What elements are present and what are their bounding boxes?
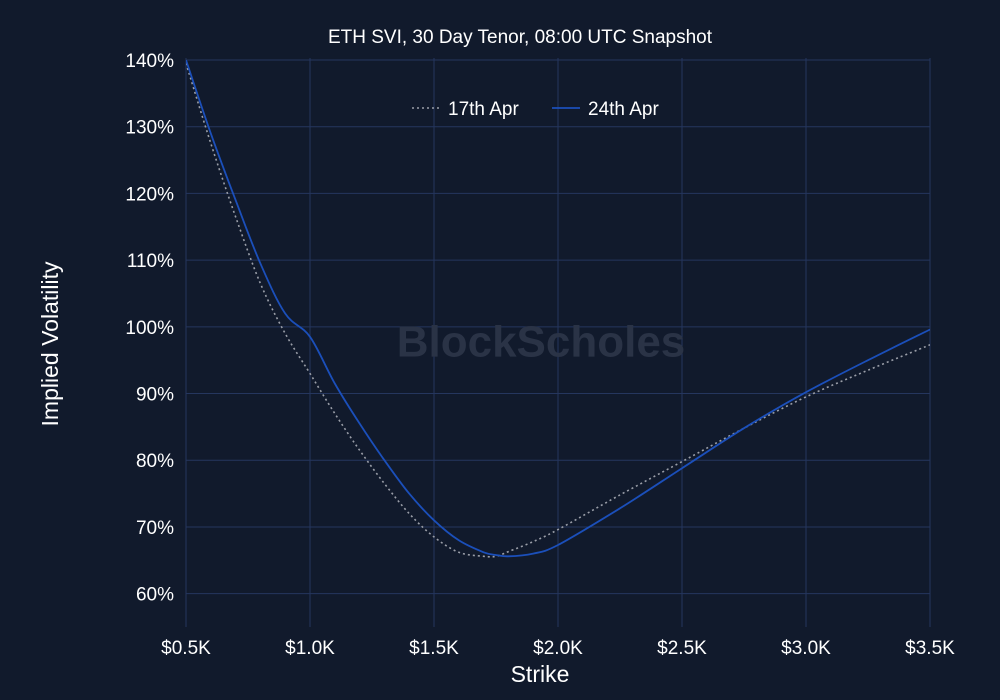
watermark: BlockScholes bbox=[397, 318, 686, 367]
y-tick-label: 120% bbox=[125, 184, 174, 205]
y-tick-label: 130% bbox=[125, 118, 174, 139]
y-tick-label: 80% bbox=[136, 451, 174, 472]
x-tick-label: $0.5K bbox=[161, 638, 211, 659]
series-layer bbox=[186, 60, 930, 558]
x-tick-label: $3.5K bbox=[905, 638, 955, 659]
y-tick-label: 140% bbox=[125, 51, 174, 72]
series-line-17th-apr bbox=[186, 63, 930, 558]
y-tick-label: 60% bbox=[136, 585, 174, 606]
x-axis-label: Strike bbox=[511, 661, 570, 687]
series-line-24th-apr bbox=[186, 60, 930, 558]
y-tick-label: 70% bbox=[136, 518, 174, 539]
grid-layer bbox=[185, 58, 931, 627]
y-tick-label: 90% bbox=[136, 385, 174, 406]
tick-layer: 60% 70% 80% 90% 100% 110% 120% 130% 140% $0.5K $1.… bbox=[125, 51, 955, 659]
y-tick-label: 110% bbox=[127, 251, 174, 272]
legend: 17th Apr 24th Apr bbox=[412, 99, 659, 120]
x-tick-label: $2.5K bbox=[657, 638, 707, 659]
x-tick-label: $2.0K bbox=[533, 638, 583, 659]
x-tick-label: $3.0K bbox=[781, 638, 831, 659]
chart-title: ETH SVI, 30 Day Tenor, 08:00 UTC Snapsho… bbox=[328, 27, 713, 48]
x-tick-label: $1.0K bbox=[285, 638, 335, 659]
y-tick-label: 100% bbox=[125, 318, 174, 339]
y-axis-label: Implied Volatility bbox=[37, 261, 63, 426]
legend-label-24th-apr: 24th Apr bbox=[588, 99, 659, 120]
legend-label-17th-apr: 17th Apr bbox=[448, 99, 519, 120]
x-tick-label: $1.5K bbox=[409, 638, 459, 659]
